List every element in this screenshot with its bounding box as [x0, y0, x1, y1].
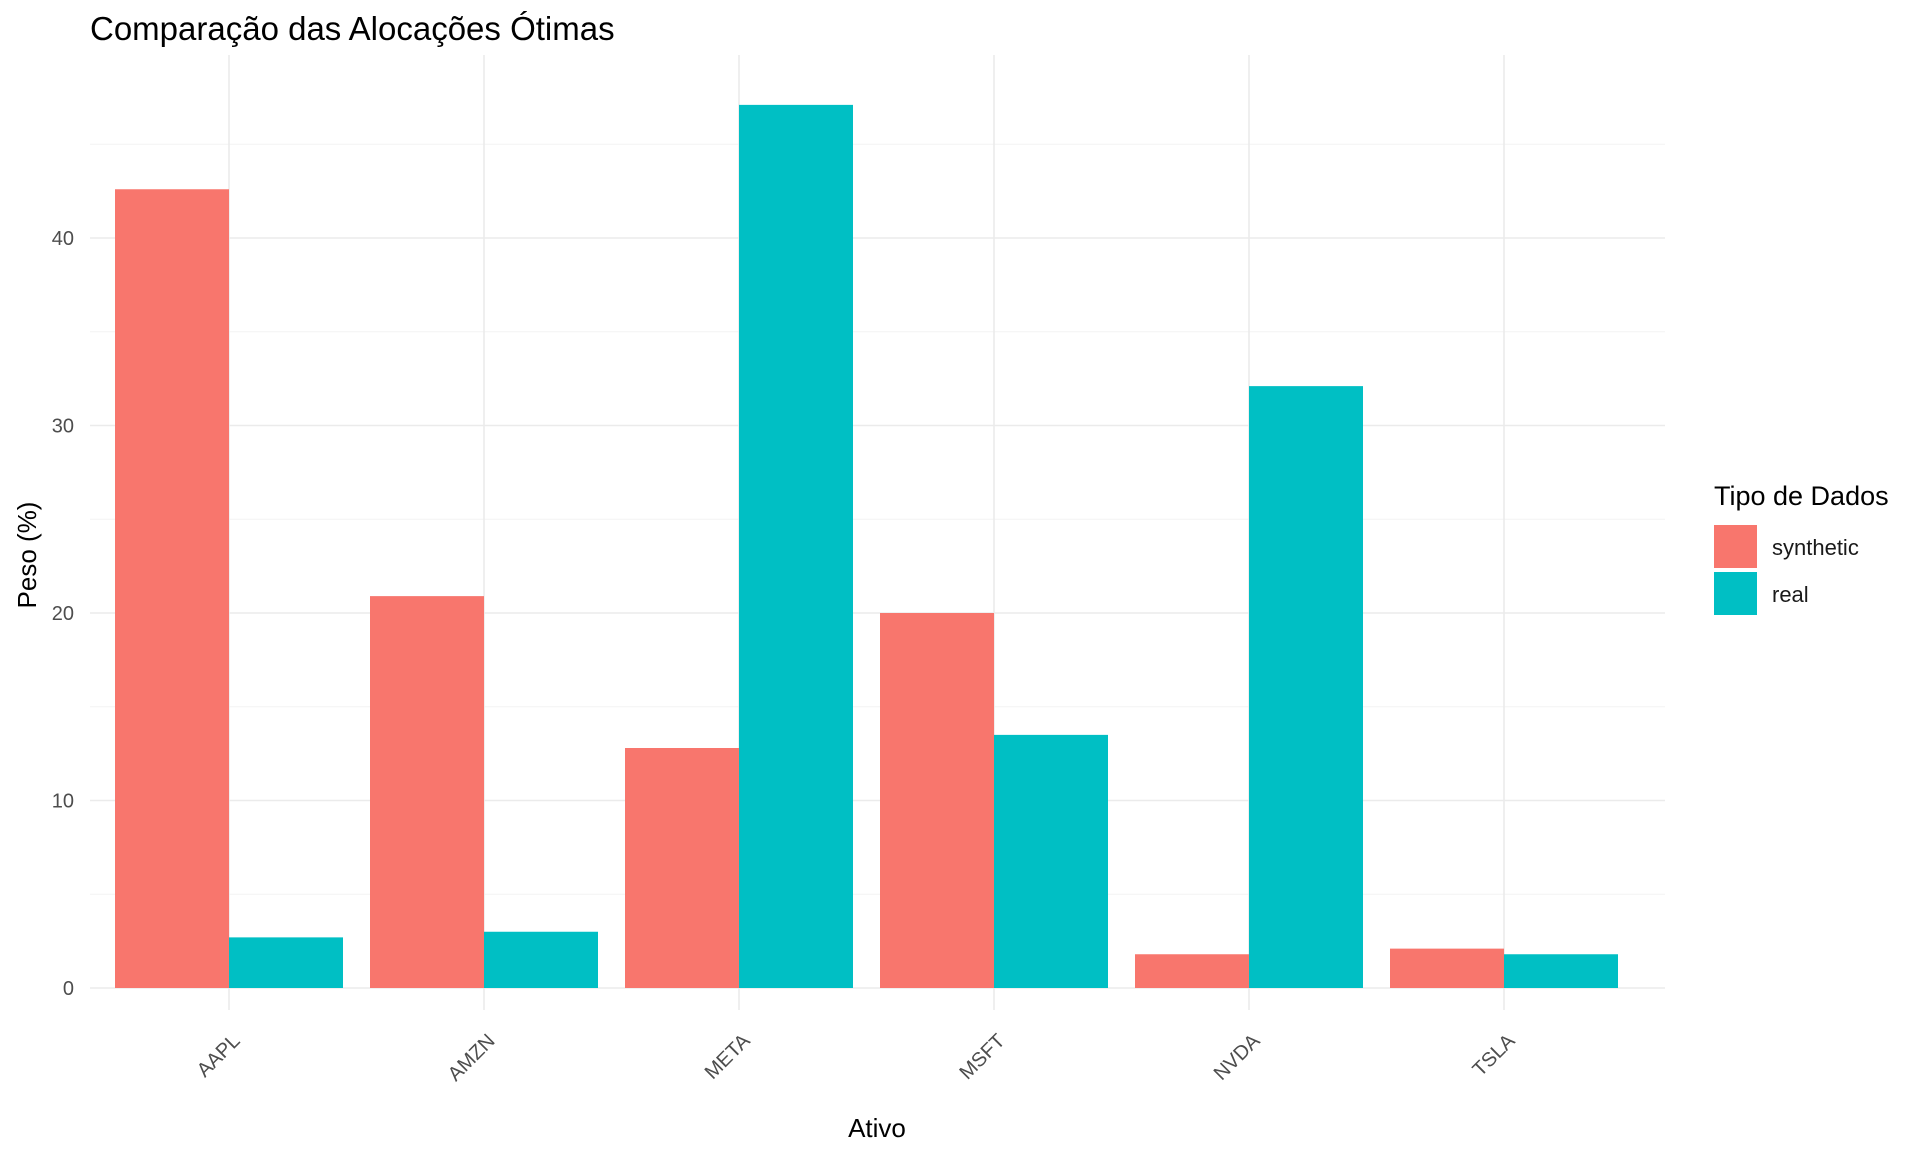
- x-tick-label: AAPL: [193, 1030, 245, 1082]
- legend-swatch-real: [1714, 572, 1757, 615]
- y-tick-label: 20: [52, 603, 74, 625]
- y-tick-label: 30: [52, 416, 74, 438]
- bar-real-amzn: [484, 931, 598, 988]
- legend: Tipo de Dados synthetic real: [1714, 481, 1889, 615]
- y-tick-label: 0: [63, 978, 74, 1000]
- legend-swatch-synthetic: [1714, 525, 1757, 568]
- bar-real-aapl: [229, 937, 343, 988]
- grid-minor: [90, 143, 1665, 895]
- y-tick-label: 10: [52, 791, 74, 813]
- bar-synthetic-msft: [880, 613, 994, 988]
- bar-real-msft: [994, 734, 1108, 988]
- y-axis-title: Peso (%): [12, 502, 42, 609]
- legend-title: Tipo de Dados: [1714, 481, 1889, 511]
- bars: [115, 104, 1618, 988]
- x-tick-label: META: [701, 1030, 755, 1084]
- legend-label-real: real: [1772, 582, 1809, 607]
- y-axis-ticks: 0 10 20 30 40: [52, 228, 74, 1000]
- legend-label-synthetic: synthetic: [1772, 535, 1859, 560]
- grid-major: [90, 55, 1665, 1010]
- x-tick-label: MSFT: [955, 1030, 1009, 1084]
- y-tick-label: 40: [52, 228, 74, 250]
- x-tick-label: AMZN: [444, 1030, 500, 1086]
- x-axis-ticks: AAPL AMZN META MSFT NVDA TSLA: [193, 1030, 1520, 1086]
- bar-synthetic-aapl: [115, 189, 229, 988]
- x-tick-label: TSLA: [1469, 1030, 1520, 1081]
- bar-synthetic-meta: [625, 748, 739, 988]
- chart-title: Comparação das Alocações Ótimas: [90, 10, 615, 47]
- bar-synthetic-nvda: [1135, 954, 1249, 988]
- bar-real-tsla: [1504, 954, 1618, 988]
- x-tick-label: NVDA: [1210, 1030, 1265, 1085]
- bar-synthetic-tsla: [1390, 948, 1504, 988]
- bar-real-meta: [739, 104, 853, 988]
- bar-synthetic-amzn: [370, 596, 484, 988]
- legend-items: synthetic real: [1714, 525, 1859, 615]
- bar-real-nvda: [1249, 386, 1363, 988]
- x-axis-title: Ativo: [848, 1113, 906, 1143]
